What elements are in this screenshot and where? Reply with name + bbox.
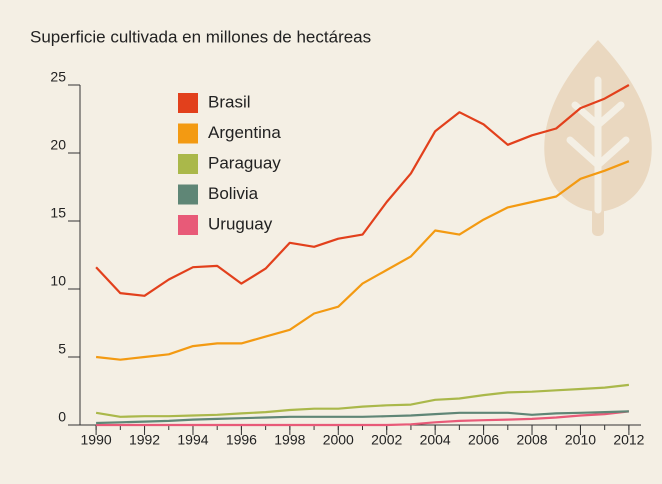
- x-tick-label: 2012: [613, 432, 644, 448]
- legend-label: Argentina: [208, 123, 281, 142]
- series-line: [96, 410, 630, 427]
- legend-label: Brasil: [208, 92, 251, 111]
- y-tick-label: 5: [58, 341, 66, 357]
- y-tick-label: 25: [50, 69, 66, 85]
- y-tick-label: 20: [50, 137, 66, 153]
- y-tick-label: 15: [50, 205, 66, 221]
- x-tick-label: 1996: [226, 432, 257, 448]
- y-tick-label: 0: [58, 409, 66, 425]
- chart-title: Superficie cultivada en millones de hect…: [30, 27, 371, 46]
- series-line: [96, 410, 629, 425]
- x-tick-label: 2006: [468, 432, 499, 448]
- x-tick-label: 2000: [323, 432, 354, 448]
- legend-label: Bolivia: [208, 184, 259, 203]
- x-tick-label: 2010: [565, 432, 596, 448]
- legend-swatch: [178, 184, 198, 205]
- x-tick-label: 1992: [129, 432, 160, 448]
- series-line: [95, 160, 630, 361]
- x-tick-label: 2002: [371, 432, 402, 448]
- legend-label: Paraguay: [208, 153, 281, 172]
- legend-label: Uruguay: [208, 214, 273, 233]
- series-line: [95, 84, 630, 297]
- series-line: [95, 383, 630, 418]
- x-tick-label: 1990: [81, 432, 112, 448]
- x-tick-label: 1998: [274, 432, 305, 448]
- x-tick-label: 1994: [177, 432, 208, 448]
- legend-swatch: [178, 154, 198, 174]
- legend-swatch: [178, 215, 198, 235]
- y-tick-label: 10: [50, 273, 66, 289]
- legend-swatch: [178, 93, 198, 113]
- legend-swatch: [178, 123, 198, 144]
- x-tick-label: 2008: [516, 432, 547, 448]
- leaf-vein: [566, 101, 630, 169]
- x-tick-label: 2004: [420, 432, 451, 448]
